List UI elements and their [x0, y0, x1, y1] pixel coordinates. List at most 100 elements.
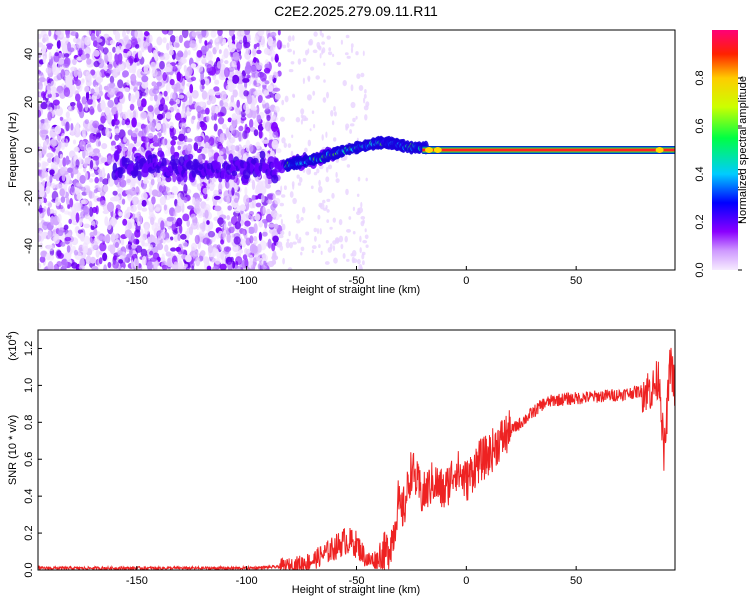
noise-speckle — [131, 38, 138, 46]
noise-speckle — [135, 258, 139, 268]
noise-speckle — [146, 173, 154, 180]
noise-speckle — [180, 233, 187, 240]
noise-speckle — [232, 129, 240, 138]
noise-speckle — [183, 40, 191, 49]
chart-title: C2E2.2025.279.09.11.R11 — [274, 3, 438, 19]
noise-speckle — [223, 246, 232, 252]
noise-speckle — [229, 125, 233, 132]
noise-speckle — [251, 245, 258, 254]
noise-speckle — [114, 134, 120, 141]
noise-speckle — [307, 139, 311, 147]
noise-speckle — [223, 101, 229, 108]
noise-speckle — [108, 177, 115, 187]
noise-speckle — [46, 76, 51, 83]
noise-speckle — [321, 33, 324, 38]
noise-speckle — [239, 204, 246, 212]
noise-speckle — [47, 229, 52, 240]
noise-speckle — [292, 94, 296, 99]
noise-speckle — [186, 138, 193, 143]
noise-speckle — [130, 180, 136, 191]
noise-speckle — [105, 72, 110, 78]
noise-speckle — [62, 157, 67, 167]
noise-speckle — [254, 35, 260, 43]
noise-speckle — [55, 173, 61, 182]
noise-speckle — [55, 196, 61, 207]
noise-speckle — [222, 123, 227, 130]
noise-speckle — [131, 244, 138, 249]
noise-speckle — [121, 120, 126, 126]
noise-speckle — [225, 146, 229, 155]
noise-speckle — [327, 164, 333, 170]
noise-speckle — [92, 148, 100, 154]
noise-speckle — [200, 109, 207, 115]
noise-speckle — [259, 257, 264, 266]
noise-speckle — [236, 31, 240, 37]
noise-speckle — [275, 191, 282, 196]
noise-speckle — [99, 200, 107, 207]
noise-speckle — [133, 57, 138, 63]
noise-speckle — [114, 233, 119, 240]
noise-speckle — [110, 232, 116, 243]
noise-speckle — [156, 81, 162, 87]
noise-speckle — [262, 231, 268, 237]
noise-speckle — [176, 62, 182, 70]
noise-speckle — [272, 194, 276, 200]
noise-speckle — [227, 205, 232, 211]
noise-speckle — [97, 124, 105, 131]
noise-speckle — [283, 185, 287, 190]
noise-speckle — [246, 145, 250, 152]
noise-speckle — [280, 116, 285, 122]
noise-speckle — [78, 265, 85, 270]
noise-speckle — [281, 194, 286, 198]
noise-speckle — [84, 119, 90, 125]
noise-speckle — [292, 197, 297, 205]
noise-speckle — [296, 214, 300, 220]
noise-speckle — [128, 55, 135, 64]
noise-speckle — [60, 69, 66, 80]
noise-speckle — [67, 41, 72, 52]
noise-speckle — [288, 231, 291, 237]
noise-speckle — [105, 39, 109, 45]
noise-speckle — [198, 37, 202, 44]
noise-speckle — [232, 51, 240, 61]
noise-speckle — [256, 49, 262, 55]
noise-speckle — [184, 263, 188, 268]
noise-speckle — [89, 190, 93, 199]
noise-speckle — [117, 187, 124, 193]
noise-speckle — [69, 84, 76, 95]
noise-speckle — [272, 87, 281, 92]
noise-speckle — [47, 261, 54, 270]
noise-speckle — [280, 218, 283, 226]
noise-speckle — [190, 222, 198, 230]
noise-speckle — [46, 207, 51, 217]
y-tick-label: -40 — [23, 238, 35, 254]
noise-speckle — [208, 145, 213, 154]
noise-speckle — [215, 105, 222, 112]
noise-speckle — [193, 204, 201, 215]
noise-speckle — [52, 61, 57, 69]
noise-speckle — [228, 30, 235, 37]
noise-speckle — [46, 152, 54, 158]
noise-speckle — [165, 238, 172, 243]
noise-speckle — [242, 153, 247, 162]
noise-speckle — [274, 93, 281, 100]
noise-speckle — [61, 173, 66, 182]
noise-speckle — [311, 110, 315, 114]
noise-speckle — [363, 97, 366, 104]
noise-speckle — [267, 84, 274, 92]
noise-speckle — [67, 204, 71, 209]
noise-speckle — [219, 99, 224, 107]
noise-speckle — [169, 92, 176, 101]
noise-speckle — [99, 177, 103, 182]
noise-speckle — [249, 211, 254, 216]
noise-speckle — [141, 75, 149, 83]
noise-speckle — [292, 35, 295, 42]
noise-speckle — [252, 257, 257, 268]
noise-speckle — [118, 63, 125, 72]
noise-speckle — [48, 51, 52, 60]
noise-speckle — [125, 119, 130, 126]
noise-speckle — [350, 46, 354, 54]
noise-speckle — [306, 94, 312, 101]
noise-speckle — [210, 30, 217, 38]
noise-speckle — [282, 44, 287, 49]
